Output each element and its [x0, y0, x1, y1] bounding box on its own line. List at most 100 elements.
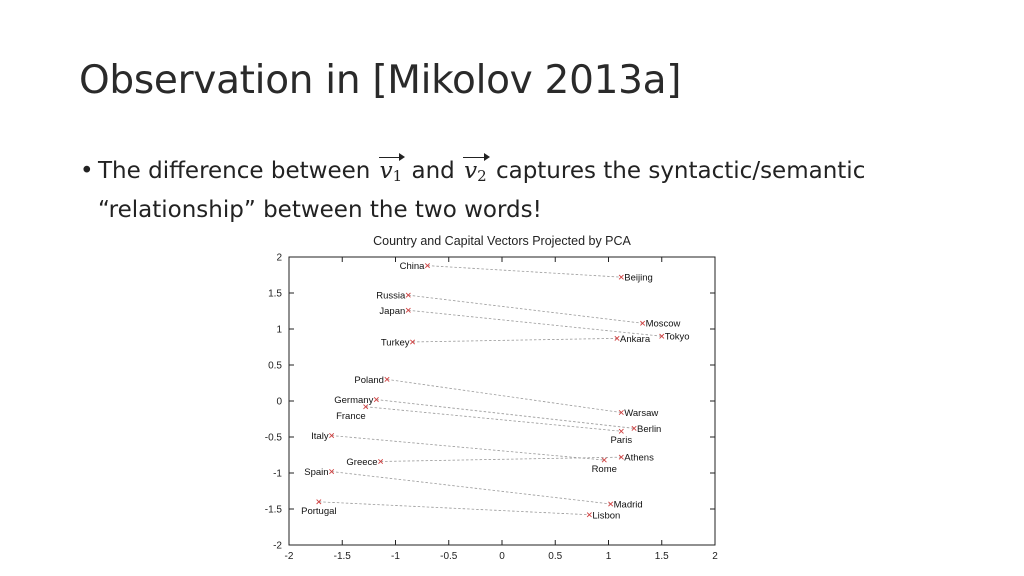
- x-tick-label: 0.5: [548, 551, 562, 562]
- x-tick-label: 1.5: [655, 551, 669, 562]
- point-label: Lisbon: [592, 510, 620, 521]
- point-label: Italy: [311, 431, 329, 442]
- chart-title: Country and Capital Vectors Projected by…: [373, 234, 631, 248]
- link-turkey-ankara: [412, 337, 618, 343]
- bullet-text: The difference between v1 and v2 capture…: [98, 153, 940, 227]
- point-marker: [378, 458, 384, 464]
- point-china: China: [400, 261, 430, 272]
- point-marker: [631, 425, 637, 431]
- point-label: China: [400, 261, 426, 272]
- y-tick-label: -1: [273, 469, 282, 480]
- vector-v1-base: v: [379, 158, 393, 184]
- point-rome: Rome: [592, 457, 617, 475]
- y-tick-label: -1.5: [265, 505, 283, 516]
- point-label: Poland: [354, 375, 384, 386]
- point-label: Madrid: [614, 499, 643, 510]
- point-label: Tokyo: [665, 332, 690, 343]
- links-layer: [318, 265, 662, 516]
- point-marker: [384, 376, 390, 382]
- point-marker: [410, 339, 416, 345]
- bullet-text-part3: captures the syntactic/semantic “relatio…: [98, 158, 866, 223]
- x-tick-label: 1: [606, 551, 612, 562]
- point-label: Paris: [610, 435, 632, 446]
- bullet-marker: •: [80, 158, 94, 184]
- points-layer: China Russia Japan Turkey Poland Germany Franc…: [301, 261, 689, 521]
- bullet-text-part2: and: [404, 158, 463, 184]
- point-italy: Italy: [311, 431, 335, 442]
- x-tick-label: -1.5: [334, 551, 352, 562]
- ticks-layer: -2 -1.5 -1 -0.5 0 0.5 1 1.5 2 -2 -1.5 -1 -0.5 0 0.5 1 1.…: [265, 253, 718, 563]
- point-greece: Greece: [346, 457, 384, 468]
- point-marker: [614, 335, 620, 341]
- point-lisbon: Lisbon: [586, 510, 620, 521]
- point-berlin: Berlin: [631, 424, 661, 435]
- y-tick-label: 0.5: [268, 361, 282, 372]
- point-russia: Russia: [376, 291, 411, 302]
- x-tick-label: -0.5: [440, 551, 458, 562]
- vector-v1: v1: [378, 153, 405, 193]
- point-label: Japan: [379, 306, 405, 317]
- point-france: France: [336, 404, 369, 422]
- point-marker: [618, 274, 624, 280]
- point-marker: [424, 263, 430, 269]
- point-marker: [586, 512, 592, 518]
- point-label: Portugal: [301, 506, 336, 517]
- x-tick-label: -1: [391, 551, 400, 562]
- point-label: Turkey: [381, 337, 410, 348]
- vector-v2-base: v: [464, 158, 478, 184]
- point-label: Ankara: [620, 334, 651, 345]
- x-tick-label: -2: [285, 551, 294, 562]
- link-china-beijing: [427, 265, 622, 278]
- point-athens: Athens: [618, 453, 654, 464]
- y-tick-label: -0.5: [265, 433, 283, 444]
- link-russia-moscow: [408, 294, 643, 324]
- x-tick-label: 0: [499, 551, 505, 562]
- link-greece-athens: [380, 456, 622, 462]
- point-marker: [608, 501, 614, 507]
- link-germany-berlin: [376, 399, 635, 429]
- point-warsaw: Warsaw: [618, 408, 658, 419]
- x-tick-label: 2: [712, 551, 718, 562]
- point-label: Athens: [624, 453, 654, 464]
- y-tick-label: 1: [276, 325, 282, 336]
- point-marker: [618, 454, 624, 460]
- point-portugal: Portugal: [301, 499, 337, 517]
- point-japan: Japan: [379, 306, 411, 317]
- point-label: Greece: [346, 457, 377, 468]
- point-beijing: Beijing: [618, 273, 653, 284]
- y-tick-label: -2: [273, 541, 282, 552]
- vector-v2: v2: [462, 153, 490, 193]
- point-marker: [601, 457, 607, 463]
- slide-title: Observation in [Mikolov 2013a]: [79, 58, 682, 103]
- point-marker: [329, 433, 335, 439]
- y-tick-label: 1.5: [268, 289, 282, 300]
- point-moscow: Moscow: [640, 319, 681, 330]
- bullet-point: • The difference between v1 and v2 captu…: [80, 153, 940, 227]
- vector-v2-subscript: 2: [477, 167, 487, 185]
- point-germany: Germany: [334, 395, 379, 406]
- bullet-text-part1: The difference between: [98, 158, 378, 184]
- point-tokyo: Tokyo: [659, 332, 690, 343]
- point-madrid: Madrid: [608, 499, 643, 510]
- point-poland: Poland: [354, 375, 390, 386]
- point-label: Moscow: [646, 319, 681, 330]
- point-marker: [405, 307, 411, 313]
- point-marker: [329, 469, 335, 475]
- link-portugal-lisbon: [318, 501, 590, 516]
- point-label: Rome: [592, 464, 617, 475]
- point-label: Spain: [304, 467, 328, 478]
- link-italy-rome: [331, 435, 605, 461]
- link-france-paris: [365, 406, 622, 432]
- pca-chart: Country and Capital Vectors Projected by…: [265, 234, 718, 563]
- link-japan-tokyo: [408, 309, 662, 337]
- point-label: Beijing: [624, 273, 653, 284]
- y-tick-label: 0: [276, 397, 282, 408]
- link-poland-warsaw: [386, 379, 622, 413]
- point-marker: [659, 333, 665, 339]
- point-marker: [363, 404, 369, 410]
- point-marker: [640, 320, 646, 326]
- point-marker: [373, 397, 379, 403]
- point-label: Berlin: [637, 424, 661, 435]
- y-tick-label: 2: [276, 253, 282, 264]
